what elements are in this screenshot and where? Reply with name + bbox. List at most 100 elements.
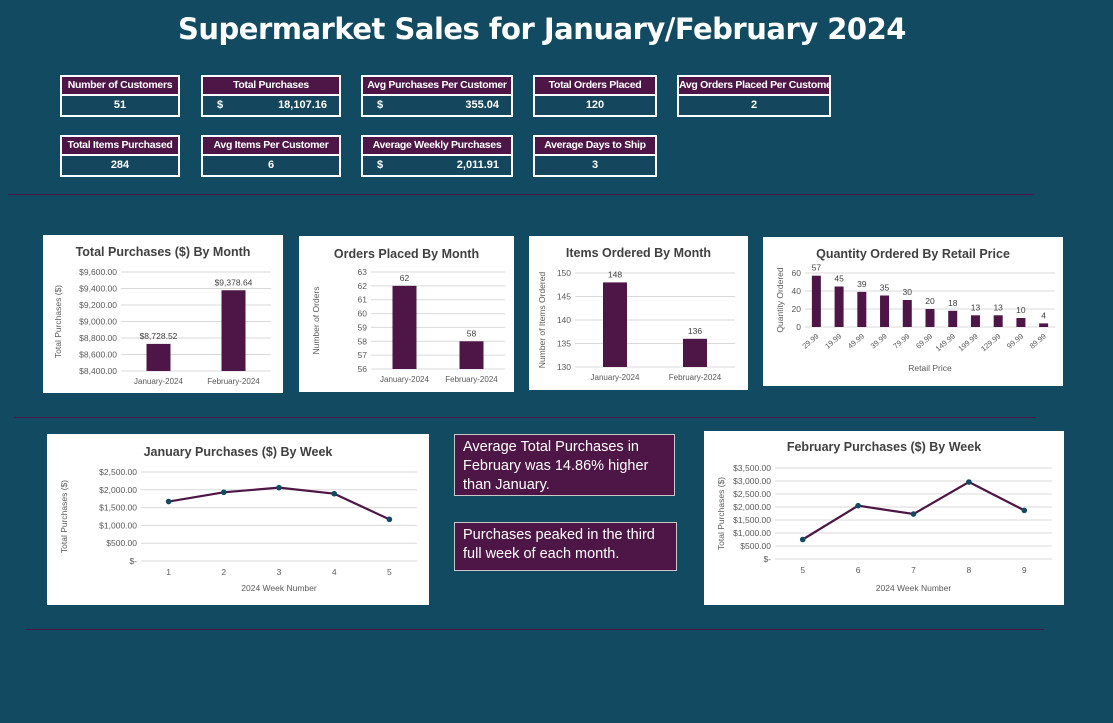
section-divider — [14, 417, 1036, 418]
x-tick-label: 199.99 — [956, 332, 979, 354]
y-tick-label: $9,400.00 — [79, 284, 117, 294]
data-point — [165, 498, 172, 505]
data-label: 148 — [608, 269, 622, 279]
kpi-total-orders-placed: Total Orders Placed 120 — [533, 75, 657, 117]
bar — [1039, 323, 1049, 327]
series-line — [168, 486, 390, 521]
y-tick-label: 56 — [358, 364, 368, 374]
y-axis-label: Total Purchases ($) — [716, 477, 726, 550]
y-tick-label: $9,600.00 — [79, 267, 117, 277]
data-label: 57 — [812, 263, 822, 273]
y-tick-label: $2,500.00 — [733, 489, 771, 499]
kpi-label: Total Orders Placed — [535, 77, 655, 96]
x-tick-label: 69.99 — [914, 332, 934, 351]
x-axis-label: Retail Price — [908, 363, 952, 373]
bar — [925, 309, 935, 327]
chart-title: Items Ordered By Month — [566, 246, 711, 260]
x-axis-label: 2024 Week Number — [876, 583, 952, 593]
x-axis-label: 2024 Week Number — [241, 583, 317, 593]
x-tick-label: 99.99 — [1005, 332, 1025, 351]
data-label: 39 — [857, 279, 867, 289]
y-tick-label: $2,500.00 — [99, 467, 137, 477]
y-tick-label: $2,000.00 — [99, 485, 137, 495]
chart-card-quantity-by-retail-price: Quantity Ordered By Retail Price 0 20 40 60 Q… — [763, 237, 1063, 386]
y-tick-label: $500.00 — [106, 538, 137, 548]
kpi-value: 284 — [110, 159, 130, 171]
y-tick-label: $1,500.00 — [733, 515, 771, 525]
bar — [221, 290, 246, 371]
data-point — [1021, 507, 1028, 514]
x-tick-label: 4 — [332, 567, 337, 577]
y-tick-label: $8,800.00 — [79, 333, 117, 343]
chart-title: February Purchases ($) By Week — [787, 440, 981, 454]
data-label: 45 — [834, 274, 844, 284]
data-point — [221, 489, 227, 496]
data-label: $9,378.64 — [215, 277, 253, 287]
kpi-value: 6 — [267, 159, 275, 171]
data-point — [966, 479, 972, 485]
x-tick-label: 79.99 — [891, 332, 911, 351]
kpi-value: 3 — [591, 159, 599, 171]
chart-title: January Purchases ($) By Week — [144, 445, 333, 459]
y-tick-label: $- — [763, 554, 771, 564]
x-tick-label: 19.99 — [823, 332, 843, 351]
bar — [993, 315, 1003, 327]
data-label: 62 — [400, 273, 410, 283]
kpi-label: Average Weekly Purchases — [363, 137, 511, 156]
x-tick-label: 9 — [1022, 565, 1027, 575]
chart-january-purchases-by-week: January Purchases ($) By Week $- $500.00 $1… — [59, 445, 417, 593]
kpi-total-purchases: Total Purchases $18,107.16 — [201, 75, 341, 117]
kpi-number-of-customers: Number of Customers 51 — [60, 75, 180, 117]
kpi-average-days-to-ship: Average Days to Ship 3 — [533, 135, 657, 177]
data-point — [386, 516, 393, 523]
y-axis-label: Number of Orders — [311, 286, 321, 354]
data-label: 136 — [688, 326, 702, 336]
bar — [603, 282, 627, 367]
y-tick-label: 135 — [557, 339, 571, 349]
series-line — [802, 480, 1025, 541]
y-tick-label: 59 — [358, 322, 368, 332]
bar — [970, 315, 980, 327]
kpi-amount: 18,107.16 — [278, 99, 327, 111]
x-tick-label: January-2024 — [380, 375, 429, 384]
data-point — [276, 484, 282, 491]
kpi-value: 51 — [113, 99, 127, 111]
x-tick-label: February-2024 — [445, 375, 498, 384]
bar — [857, 291, 867, 327]
y-tick-label: $3,000.00 — [733, 476, 771, 486]
bar — [880, 295, 890, 327]
x-tick-label: 1 — [166, 567, 171, 577]
y-tick-label: $8,600.00 — [79, 350, 117, 360]
y-tick-label: $9,200.00 — [79, 300, 117, 310]
kpi-avg-orders-per-customer: Avg Orders Placed Per Customer 2 — [677, 75, 831, 117]
x-tick-label: January-2024 — [134, 377, 183, 386]
x-tick-label: 49.99 — [846, 332, 866, 351]
bar — [902, 300, 912, 327]
data-label: 20 — [925, 296, 935, 306]
bar — [834, 286, 844, 327]
kpi-avg-purchases-per-customer: Avg Purchases Per Customer $355.04 — [361, 75, 513, 117]
section-divider — [26, 629, 1044, 630]
data-point — [331, 490, 338, 497]
y-tick-label: $1,500.00 — [99, 503, 137, 513]
y-tick-label: $- — [129, 556, 137, 566]
data-label: 4 — [1041, 310, 1046, 320]
y-tick-label: 58 — [358, 336, 368, 346]
data-label: 35 — [880, 283, 890, 293]
kpi-average-weekly-purchases: Average Weekly Purchases $2,011.91 — [361, 135, 513, 177]
x-tick-label: 39.99 — [869, 332, 889, 351]
x-tick-label: 6 — [856, 565, 861, 575]
y-tick-label: 0 — [796, 322, 801, 332]
kpi-label: Average Days to Ship — [535, 137, 655, 156]
insight-note-february-higher: Average Total Purchases in February was … — [454, 434, 675, 496]
y-tick-label: 60 — [792, 268, 802, 278]
data-point — [855, 502, 861, 509]
chart-title: Quantity Ordered By Retail Price — [816, 247, 1010, 261]
kpi-amount: 355.04 — [465, 99, 499, 111]
bar — [1016, 318, 1026, 327]
kpi-currency: $ — [217, 99, 224, 111]
y-tick-label: 150 — [557, 268, 571, 278]
kpi-currency: $ — [377, 99, 384, 111]
bar — [459, 341, 484, 369]
chart-total-purchases-by-month: Total Purchases ($) By Month $8,400.00 $8,… — [53, 245, 271, 386]
